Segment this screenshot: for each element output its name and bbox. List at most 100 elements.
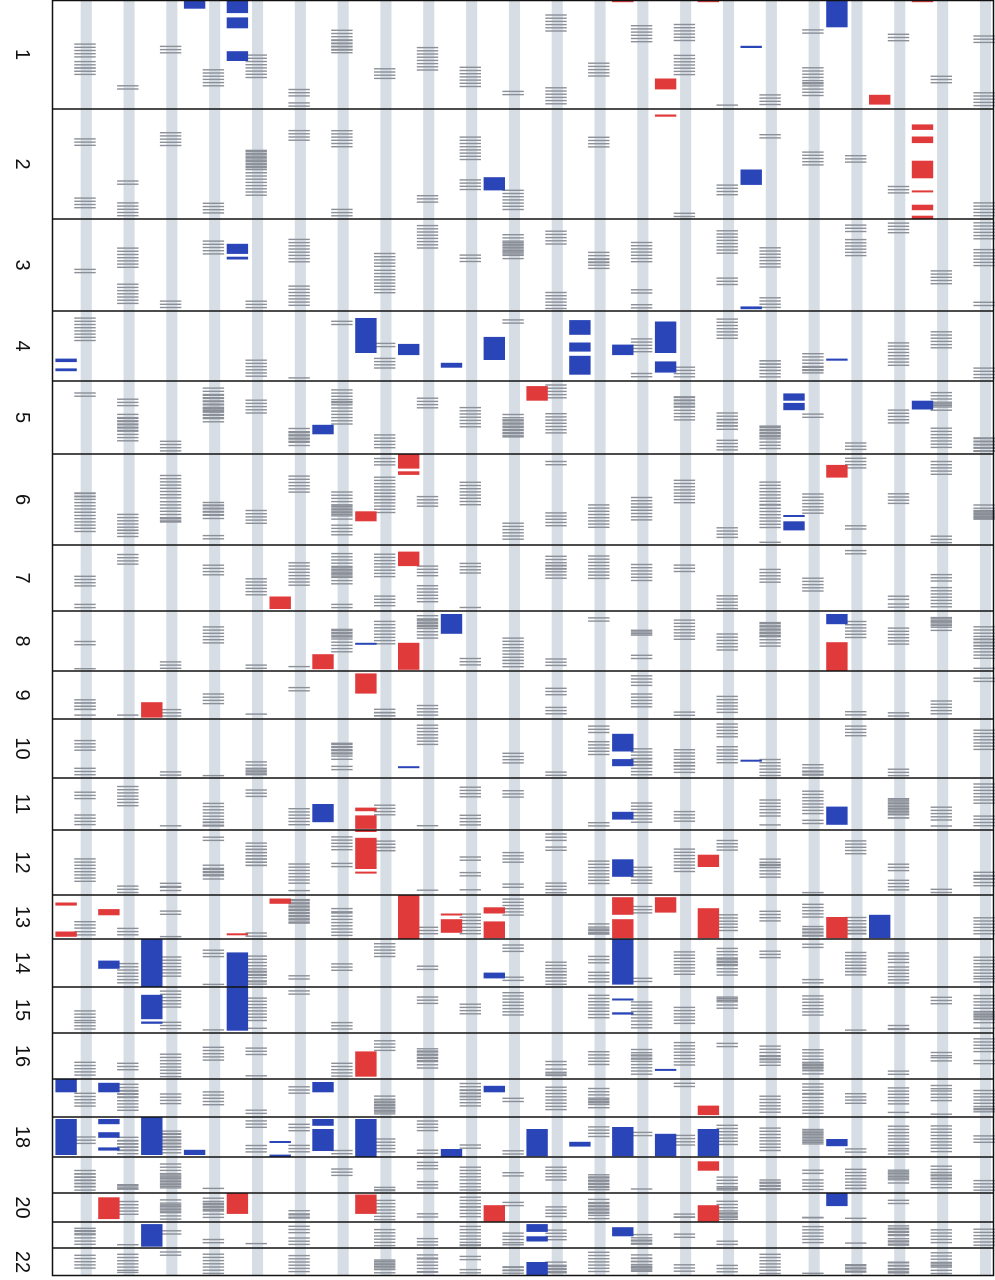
marker-tick	[973, 648, 995, 650]
marker-tick	[630, 292, 653, 294]
marker-tick	[74, 1234, 96, 1236]
marker-tick	[74, 67, 96, 69]
marker-tick	[716, 960, 738, 962]
marker-tick	[117, 1244, 139, 1246]
marker-tick	[588, 932, 610, 935]
marker-tick	[716, 239, 738, 242]
marker-tick	[673, 755, 696, 757]
marker-tick	[716, 242, 738, 245]
marker-tick	[245, 1120, 267, 1122]
sample-lane	[80, 0, 92, 1276]
marker-tick	[117, 885, 139, 887]
marker-tick	[159, 712, 182, 714]
marker-tick	[930, 1165, 952, 1167]
marker-tick	[502, 640, 524, 642]
marker-tick	[202, 411, 225, 413]
gain-segment	[226, 1193, 249, 1214]
marker-tick	[245, 375, 267, 377]
marker-tick	[887, 1093, 910, 1095]
marker-tick	[887, 1111, 910, 1114]
marker-tick	[245, 983, 267, 985]
marker-tick	[887, 1103, 910, 1105]
marker-tick	[331, 389, 353, 391]
marker-tick	[245, 858, 267, 860]
marker-tick	[887, 1233, 910, 1236]
marker-tick	[202, 538, 225, 540]
marker-tick	[74, 1169, 96, 1172]
marker-tick	[630, 1134, 653, 1137]
marker-tick	[502, 322, 524, 324]
marker-tick	[588, 571, 610, 573]
marker-tick	[930, 464, 952, 466]
loss-segment	[654, 1068, 677, 1071]
marker-tick	[202, 702, 225, 705]
marker-tick	[802, 73, 824, 75]
marker-tick	[630, 307, 653, 309]
marker-tick	[973, 959, 995, 962]
marker-tick	[459, 562, 481, 565]
marker-tick	[459, 889, 481, 891]
marker-tick	[802, 1103, 824, 1105]
marker-tick	[887, 630, 910, 632]
marker-tick	[331, 570, 353, 572]
marker-tick	[759, 491, 781, 493]
marker-tick	[802, 1140, 824, 1142]
marker-tick	[245, 855, 267, 857]
loss-segment	[398, 766, 420, 769]
loss-segment	[740, 45, 762, 48]
marker-tick	[159, 1145, 182, 1148]
marker-tick	[673, 30, 696, 32]
marker-tick	[459, 85, 481, 88]
marker-tick	[802, 1172, 824, 1175]
marker-tick	[245, 1112, 267, 1115]
marker-tick	[159, 1233, 182, 1235]
marker-tick	[973, 1141, 995, 1143]
marker-tick	[930, 433, 952, 436]
marker-tick	[202, 1209, 225, 1211]
marker-tick	[802, 790, 824, 792]
marker-tick	[716, 1182, 738, 1185]
loss-segment	[355, 1119, 377, 1157]
marker-tick	[331, 934, 353, 937]
marker-tick	[716, 422, 738, 424]
marker-tick	[759, 1253, 781, 1255]
marker-tick	[74, 606, 96, 609]
marker-tick	[716, 252, 738, 254]
marker-tick	[459, 185, 481, 187]
gain-segment	[911, 124, 934, 130]
marker-tick	[288, 261, 310, 263]
marker-tick	[74, 138, 96, 140]
marker-tick	[416, 597, 439, 600]
marker-tick	[759, 425, 781, 427]
marker-tick	[416, 1064, 439, 1066]
marker-tick	[887, 640, 910, 642]
marker-tick	[887, 1199, 910, 1201]
chromosome-label: 8	[11, 635, 33, 646]
marker-tick	[117, 1184, 139, 1186]
marker-tick	[930, 340, 952, 343]
marker-tick	[716, 968, 738, 970]
loss-segment	[98, 960, 120, 969]
marker-tick	[159, 1146, 182, 1148]
marker-tick	[459, 606, 481, 609]
marker-tick	[845, 916, 867, 919]
gain-segment	[697, 854, 720, 867]
marker-tick	[887, 1070, 910, 1072]
marker-tick	[159, 1208, 182, 1211]
marker-tick	[716, 233, 738, 235]
marker-tick	[759, 917, 781, 919]
marker-tick	[588, 523, 610, 525]
marker-tick	[159, 1166, 182, 1168]
loss-segment	[226, 952, 249, 987]
marker-tick	[930, 273, 952, 275]
marker-tick	[331, 1153, 353, 1155]
marker-tick	[802, 1133, 824, 1135]
marker-tick	[759, 873, 781, 875]
marker-tick	[331, 749, 353, 751]
marker-tick	[288, 975, 310, 977]
loss-segment	[783, 393, 805, 401]
marker-tick	[74, 921, 96, 923]
marker-tick	[930, 331, 952, 333]
marker-tick	[545, 709, 567, 712]
marker-tick	[416, 601, 439, 603]
